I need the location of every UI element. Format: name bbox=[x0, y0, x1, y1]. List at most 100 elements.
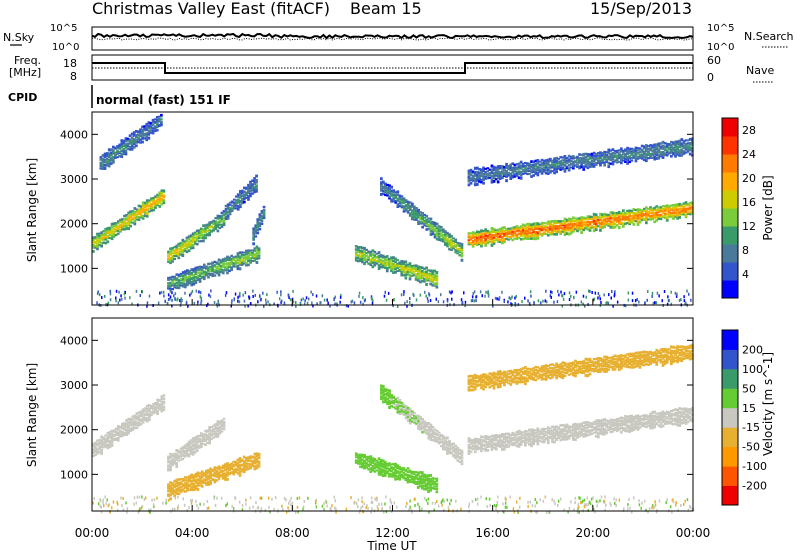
velocity-cell bbox=[388, 395, 391, 399]
velocity-cell bbox=[417, 416, 420, 420]
power-cell bbox=[189, 242, 193, 246]
power-cell bbox=[580, 221, 583, 224]
power-cell bbox=[534, 162, 538, 166]
power-cell bbox=[213, 264, 217, 267]
velocity-cell bbox=[431, 431, 435, 434]
power-cell bbox=[532, 224, 535, 228]
power-cell bbox=[415, 209, 418, 212]
velocity-cell bbox=[473, 437, 477, 441]
power-cell bbox=[396, 190, 400, 194]
power-cell bbox=[486, 174, 490, 177]
power-cell bbox=[553, 167, 556, 171]
power-scatter-cell bbox=[171, 291, 173, 295]
velocity-cell bbox=[207, 476, 210, 480]
velocity-cell bbox=[207, 470, 210, 474]
power-cell bbox=[446, 237, 449, 241]
power-cell bbox=[586, 166, 590, 170]
velocity-cell bbox=[251, 461, 255, 464]
power-cell bbox=[444, 241, 447, 245]
power-cell bbox=[657, 144, 661, 148]
power-cell bbox=[257, 254, 261, 257]
velocity-cell bbox=[588, 422, 592, 425]
power-cell bbox=[188, 272, 191, 276]
velocity-cell bbox=[200, 485, 204, 488]
power-cell bbox=[388, 197, 391, 200]
power-cell bbox=[613, 152, 617, 155]
velocity-cell bbox=[574, 434, 577, 438]
velocity-cell bbox=[478, 441, 481, 444]
power-cell bbox=[607, 224, 611, 227]
velocity-cell bbox=[185, 454, 189, 457]
power-cell bbox=[219, 261, 223, 264]
velocity-cell bbox=[194, 480, 198, 484]
velocity-cell bbox=[676, 417, 679, 421]
power-cell bbox=[559, 226, 563, 230]
power-cell bbox=[642, 209, 646, 212]
power-cell bbox=[236, 254, 240, 258]
power-scatter-cell bbox=[148, 294, 151, 298]
power-cell bbox=[400, 265, 404, 269]
velocity-cell bbox=[415, 422, 418, 425]
power-cell bbox=[92, 240, 95, 244]
power-cell bbox=[536, 161, 540, 165]
velocity-cell bbox=[380, 384, 383, 388]
power-cell bbox=[657, 148, 661, 152]
power-scatter-cell bbox=[295, 304, 297, 308]
power-cell bbox=[187, 243, 191, 246]
velocity-cell bbox=[382, 396, 385, 400]
power-cell bbox=[563, 224, 567, 228]
velocity-cell bbox=[439, 445, 443, 448]
power-cell bbox=[214, 224, 218, 228]
power-cell bbox=[467, 241, 471, 244]
power-cell bbox=[613, 212, 617, 215]
power-cell bbox=[467, 243, 471, 246]
power-cell bbox=[524, 227, 527, 231]
power-cell bbox=[622, 209, 625, 213]
velocity-cell bbox=[429, 486, 432, 490]
power-cell bbox=[363, 262, 366, 266]
power-cell bbox=[94, 246, 97, 249]
power-cell bbox=[425, 214, 429, 218]
velocity-cell bbox=[160, 397, 164, 401]
velocity-cell bbox=[192, 482, 196, 486]
velocity-cell bbox=[215, 469, 219, 472]
power-cell bbox=[682, 146, 686, 149]
power-cell bbox=[494, 178, 498, 181]
power-cell bbox=[247, 198, 250, 201]
power-cell bbox=[175, 281, 179, 284]
velocity-cell bbox=[415, 417, 418, 420]
velocity-cell bbox=[160, 395, 164, 398]
power-cell bbox=[249, 261, 252, 264]
velocity-cell bbox=[433, 437, 437, 440]
power-cell bbox=[149, 127, 153, 130]
power-cell bbox=[169, 256, 172, 260]
velocity-cell bbox=[674, 412, 677, 415]
cpid-text: normal (fast) 151 IF bbox=[96, 93, 231, 107]
velocity-cell bbox=[240, 470, 244, 473]
power-scatter-cell bbox=[193, 301, 196, 305]
power-cell bbox=[565, 226, 569, 230]
power-cell bbox=[505, 162, 508, 166]
velocity-cell bbox=[427, 477, 430, 481]
power-cell bbox=[450, 246, 453, 250]
power-cell bbox=[582, 223, 586, 227]
velocity-cell bbox=[490, 438, 494, 441]
power-scatter-cell bbox=[109, 289, 111, 293]
power-cell bbox=[437, 235, 441, 239]
power-cell bbox=[501, 239, 504, 243]
power-cell bbox=[540, 224, 544, 227]
power-cell bbox=[469, 241, 473, 244]
power-cell bbox=[419, 217, 422, 220]
velocity-cell bbox=[245, 468, 248, 471]
power-cell bbox=[603, 157, 606, 161]
power-cell bbox=[599, 159, 602, 163]
velocity-cell bbox=[169, 481, 172, 485]
power-cell bbox=[184, 282, 187, 286]
power-cell bbox=[103, 163, 107, 167]
power-cell bbox=[208, 225, 211, 229]
power-cell bbox=[471, 240, 475, 243]
power-cell bbox=[630, 221, 634, 224]
velocity-cell bbox=[152, 412, 155, 415]
velocity-cell bbox=[185, 445, 189, 448]
power-cell bbox=[519, 238, 523, 241]
